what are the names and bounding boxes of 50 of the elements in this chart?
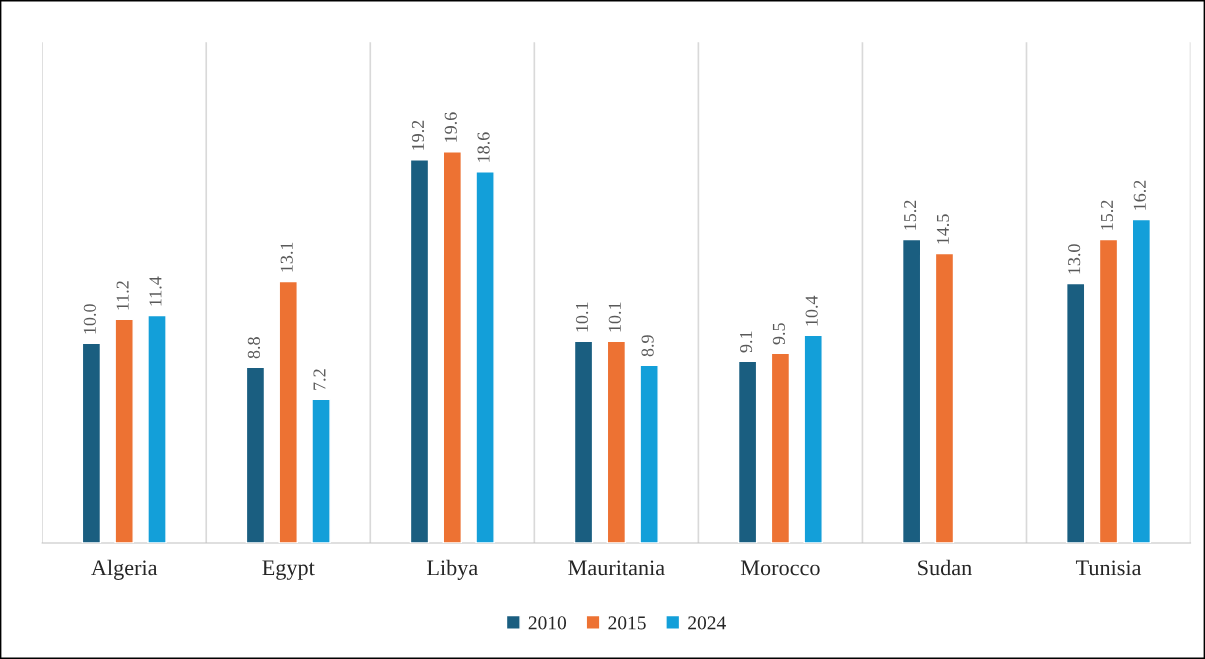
data-label: 13.0 (1068, 244, 1081, 274)
bar (934, 252, 955, 544)
data-label: 10.0 (83, 304, 96, 334)
bar (573, 340, 594, 544)
data-label: 19.6 (444, 112, 457, 142)
bar (1098, 238, 1119, 544)
x-tick-label: Tunisia (1075, 560, 1142, 576)
x-tick-label: Morocco (740, 560, 820, 576)
x-tick-label: Sudan (918, 559, 972, 576)
bar (114, 318, 134, 544)
bar (803, 334, 823, 544)
legend-label: 2015 (608, 616, 646, 630)
bar (1131, 218, 1152, 544)
x-tick-label: Algeria (91, 559, 158, 580)
data-label: 10.1 (575, 302, 589, 332)
data-label: 18.6 (477, 132, 490, 162)
bar (147, 314, 167, 544)
data-label: 8.8 (247, 337, 261, 359)
bar (442, 151, 463, 544)
bar (639, 364, 659, 544)
data-label: 9.5 (772, 323, 786, 345)
x-tick-label: Libya (427, 559, 478, 580)
data-label: 10.4 (805, 295, 818, 326)
data-label: 14.5 (936, 214, 950, 244)
bar (409, 159, 430, 544)
data-label: 11.2 (116, 281, 129, 310)
x-tick-label: Egypt (262, 560, 315, 580)
legend-label: 2010 (528, 616, 567, 630)
data-label: 15.2 (1100, 200, 1114, 230)
x-tick-label: Mauritania (568, 560, 665, 576)
bar (770, 352, 791, 544)
data-label: 10.1 (608, 302, 621, 332)
data-label: 7.2 (313, 369, 326, 390)
data-label: 8.9 (641, 335, 654, 357)
bar (81, 342, 102, 544)
data-label: 13.1 (280, 242, 293, 272)
data-label: 11.4 (149, 276, 162, 306)
data-label: 9.1 (739, 331, 753, 353)
bar (606, 340, 627, 544)
bar (311, 398, 331, 544)
bar (737, 360, 758, 544)
bar (901, 238, 922, 544)
bar (245, 366, 266, 544)
bar (278, 280, 298, 544)
legend-label: 2024 (688, 616, 726, 630)
data-label: 15.2 (904, 200, 917, 230)
bar (1065, 282, 1086, 544)
data-label: 16.2 (1133, 180, 1146, 210)
bar (475, 171, 495, 544)
data-label: 19.2 (411, 120, 425, 150)
